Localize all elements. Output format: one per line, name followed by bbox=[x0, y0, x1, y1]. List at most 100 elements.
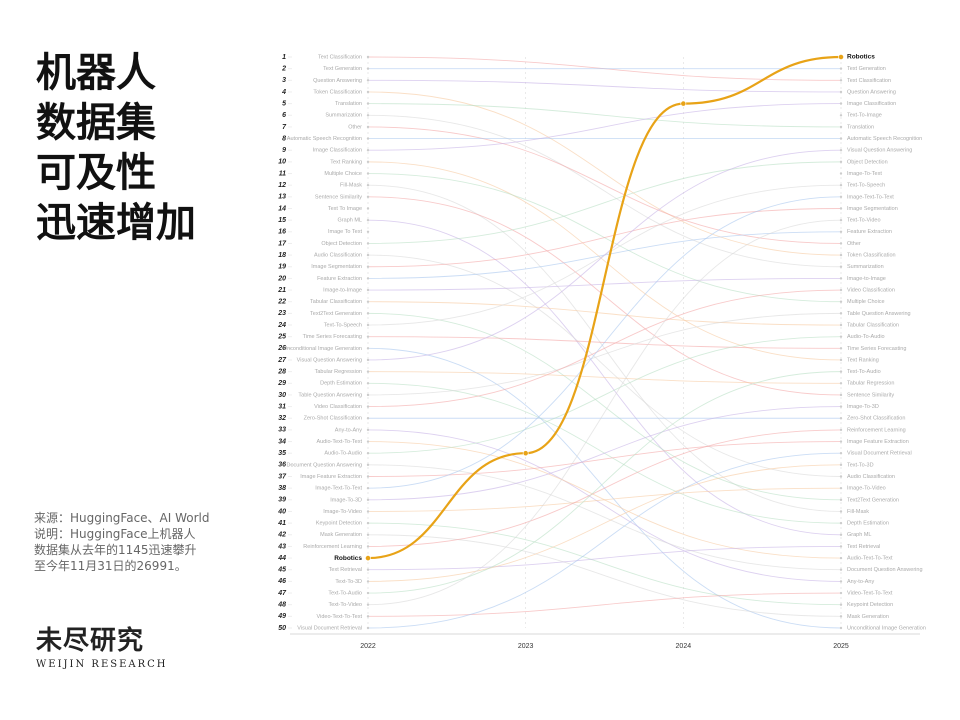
x-tick-label: 2022 bbox=[360, 643, 376, 650]
rank-label: Audio-Text-To-Text bbox=[847, 556, 893, 562]
y-tick-label: 26 bbox=[277, 345, 286, 352]
rank-dot bbox=[839, 382, 843, 385]
rank-label: Translation bbox=[847, 124, 874, 130]
x-tick-label: 2024 bbox=[676, 643, 692, 650]
rank-dot bbox=[366, 230, 370, 233]
rank-label: Text-To-3D bbox=[847, 462, 874, 468]
rank-label: Token Classification bbox=[847, 253, 896, 259]
rank-dot bbox=[839, 114, 843, 117]
rank-label: Text Retrieval bbox=[847, 544, 880, 550]
logo-subtitle: WEIJIN RESEARCH bbox=[36, 659, 168, 670]
rank-dot bbox=[366, 358, 370, 362]
rank-flow bbox=[367, 487, 842, 512]
rank-dot bbox=[366, 149, 370, 152]
rank-dot bbox=[366, 603, 370, 606]
series-point bbox=[838, 54, 844, 60]
rank-label: Image-Text-To-Text bbox=[315, 486, 362, 492]
rank-dot bbox=[839, 428, 843, 432]
rank-label: Tabular Classification bbox=[310, 299, 362, 305]
rank-dot bbox=[839, 207, 843, 210]
rank-flow bbox=[367, 277, 842, 291]
y-tick-label: 31 bbox=[278, 403, 286, 410]
y-tick-label: 8 bbox=[282, 135, 286, 142]
rank-dot bbox=[366, 102, 370, 105]
y-tick-label: 16 bbox=[278, 229, 286, 236]
rank-label: Text2Text Generation bbox=[310, 311, 362, 317]
rank-flow bbox=[367, 219, 842, 606]
y-tick-label: 15 bbox=[278, 217, 286, 224]
rank-label: Document Question Answering bbox=[286, 462, 362, 468]
rank-label: Time Series Forecasting bbox=[847, 346, 906, 352]
y-tick-label: 41 bbox=[277, 520, 286, 527]
rank-label: Document Question Answering bbox=[847, 567, 923, 573]
rank-dot bbox=[839, 183, 843, 187]
y-tick-label: 46 bbox=[277, 578, 286, 585]
y-tick-label: 29 bbox=[277, 380, 286, 387]
headline-line: 机器人 bbox=[36, 50, 156, 96]
rank-dot bbox=[366, 405, 370, 408]
rank-flow bbox=[367, 371, 842, 384]
rank-label: Text Generation bbox=[323, 66, 362, 72]
rank-dot bbox=[366, 417, 370, 420]
rank-dot bbox=[839, 393, 843, 397]
rank-dot bbox=[366, 253, 370, 257]
rank-dot bbox=[839, 149, 843, 152]
rank-label: Text Classification bbox=[847, 78, 891, 84]
rank-dot bbox=[366, 195, 370, 199]
rank-dot bbox=[366, 79, 370, 82]
rank-label: Other bbox=[847, 241, 861, 247]
rank-dot bbox=[366, 545, 370, 548]
rank-dot bbox=[839, 463, 843, 467]
rank-flow bbox=[367, 452, 842, 629]
rank-dot bbox=[366, 347, 370, 350]
rank-label: Text Classification bbox=[318, 54, 362, 60]
rank-label: Text Retrieval bbox=[329, 567, 362, 573]
rank-label: Audio-To-Audio bbox=[847, 334, 885, 340]
y-tick-label: 45 bbox=[277, 567, 286, 574]
rank-label: Audio Classification bbox=[847, 474, 895, 480]
y-tick-label: 21 bbox=[277, 287, 286, 294]
rank-label: Text-To-3D bbox=[335, 579, 362, 585]
rank-label: Image Segmentation bbox=[847, 206, 898, 212]
rank-label: Depth Estimation bbox=[320, 381, 362, 387]
rank-label: Text-To-Audio bbox=[847, 369, 881, 375]
rank-dot bbox=[839, 195, 843, 199]
rank-dot bbox=[366, 67, 370, 70]
rank-dot bbox=[839, 137, 843, 140]
rank-flow bbox=[367, 114, 842, 268]
rank-label: Robotics bbox=[334, 555, 362, 562]
rank-label: Image Classification bbox=[313, 148, 362, 154]
rank-dot bbox=[839, 242, 843, 245]
rank-label: Video-Text-To-Text bbox=[317, 614, 363, 620]
rank-dot bbox=[839, 510, 843, 513]
rank-dot bbox=[366, 521, 370, 525]
rank-flow bbox=[367, 406, 842, 501]
rank-flow bbox=[367, 103, 842, 151]
rank-label: Automatic Speech Recognition bbox=[847, 136, 922, 142]
rank-label: Token Classification bbox=[313, 89, 362, 95]
rank-dot bbox=[839, 253, 843, 257]
rank-label: Any-to-Any bbox=[847, 579, 874, 585]
y-tick-label: 37 bbox=[278, 473, 287, 480]
y-tick-label: 12 bbox=[278, 182, 286, 189]
rank-dot bbox=[366, 615, 370, 618]
rank-dot bbox=[839, 335, 843, 338]
rank-label: Table Question Answering bbox=[847, 311, 911, 317]
rank-dot bbox=[839, 580, 843, 583]
y-tick-label: 47 bbox=[277, 590, 287, 597]
rank-dot bbox=[839, 125, 843, 129]
rank-label: Text Generation bbox=[847, 66, 886, 72]
rank-label: Text-To-Video bbox=[847, 218, 881, 224]
rank-dot bbox=[839, 545, 843, 548]
rank-label: Image Feature Extraction bbox=[847, 439, 909, 445]
rank-dot bbox=[366, 463, 370, 467]
rank-dot bbox=[366, 183, 370, 187]
rank-flow bbox=[367, 289, 842, 408]
rank-label: Text2Text Generation bbox=[847, 497, 899, 503]
rank-dot bbox=[366, 428, 370, 432]
y-tick-label: 5 bbox=[282, 100, 286, 107]
rank-dot bbox=[366, 393, 370, 397]
rank-label: Question Answering bbox=[847, 89, 896, 95]
rank-label: Text To Image bbox=[328, 206, 362, 212]
